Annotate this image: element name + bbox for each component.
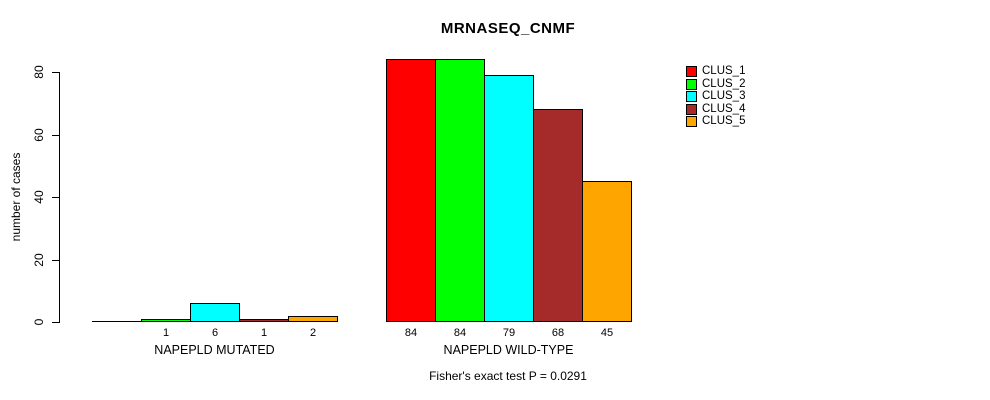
y-axis-line [59,72,60,323]
bar-value-label: 1 [162,327,170,339]
bar-clus_3 [190,303,240,322]
bar-clus_1-zero [92,321,142,322]
bar-value-label: 79 [502,327,516,339]
bar-value-label: 2 [309,327,317,339]
y-axis-tick-label: 80 [32,65,46,79]
bar-value-label: 45 [600,327,614,339]
legend-swatch-clus_3 [686,91,697,102]
bar-clus_3 [484,75,534,322]
bar-clus_5 [582,181,632,322]
bar-clus_4 [533,109,583,322]
legend-swatch-clus_4 [686,103,697,115]
bar-value-label: 1 [260,327,268,339]
legend-swatch-clus_1 [686,66,697,77]
y-axis-tick [52,197,59,198]
bar-value-label: 84 [404,327,418,339]
y-axis-tick-label: 20 [32,252,46,267]
y-axis-label: number of cases [9,152,23,242]
y-axis-tick-label: 60 [32,127,46,142]
legend-label-clus_4: CLUS_4 [702,102,746,115]
bar-clus_2 [435,59,485,322]
y-axis-tick [52,322,59,323]
group-label: NAPEPLD MUTATED [154,343,275,357]
legend-label-clus_3: CLUS_3 [702,90,746,102]
legend-label-clus_2: CLUS_2 [702,77,746,90]
legend-label-clus_1: CLUS_1 [702,65,746,77]
bar-clus_5 [288,316,338,322]
fisher-test-annotation: Fisher's exact test P = 0.0291 [429,369,587,383]
group-label: NAPEPLD WILD-TYPE [443,343,574,357]
legend-label-clus_5: CLUS_5 [702,115,746,127]
y-axis-tick-label: 0 [32,318,46,326]
bar-value-label: 68 [551,327,565,339]
bar-clus_2 [141,319,191,322]
y-axis-tick [52,134,59,136]
chart-title: MRNASEQ_CNMF [440,20,576,37]
legend-swatch-clus_2 [686,78,697,90]
y-axis-tick-label: 40 [32,190,46,204]
y-axis-tick [52,259,59,261]
bar-value-label: 84 [453,327,467,339]
bar-value-label: 6 [211,327,219,339]
y-axis-tick [52,72,59,73]
legend-swatch-clus_5 [686,116,697,127]
bar-clus_1 [386,59,436,322]
bar-clus_4 [239,319,289,322]
